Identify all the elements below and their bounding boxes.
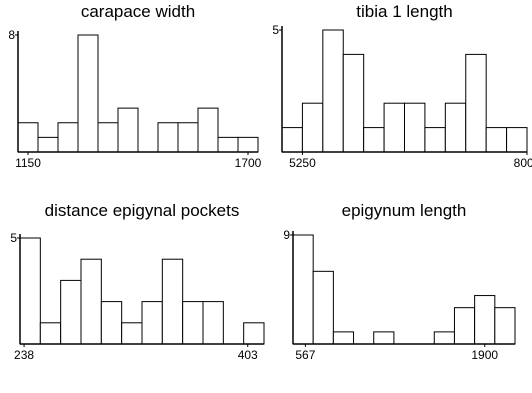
y-tick-label: 9 [283, 228, 290, 242]
bar [322, 29, 344, 153]
bar [141, 301, 163, 345]
bar [37, 136, 59, 153]
bar [332, 331, 355, 345]
bar [474, 295, 496, 345]
y-tick-label: 5 [10, 231, 17, 245]
bar [182, 301, 204, 345]
y-tick-label: 5 [272, 23, 279, 37]
bar [39, 322, 62, 345]
bar [100, 301, 123, 345]
bar [453, 307, 476, 345]
bar [161, 258, 184, 345]
bar [117, 107, 139, 153]
histogram-panel: distance epigynal pockets 5 238 403 [10, 201, 265, 362]
chart-title: epigynum length [342, 201, 467, 220]
bar [404, 102, 426, 153]
bar [494, 307, 516, 345]
x-tick-label: 238 [14, 348, 34, 362]
chart-title: tibia 1 length [356, 2, 452, 21]
bar [97, 122, 119, 153]
bar [383, 102, 406, 153]
bar [80, 258, 102, 345]
bar [237, 136, 259, 153]
bar [157, 122, 179, 153]
x-tick-label: 1150 [15, 156, 41, 170]
bar [17, 122, 39, 153]
bar [342, 53, 365, 153]
bar [281, 127, 303, 153]
histogram-panel: tibia 1 length 5 5250 8000 [272, 2, 532, 170]
bar [424, 127, 446, 153]
histogram-panel: epigynum length 9 567 1900 [283, 201, 516, 362]
x-tick-label: 567 [295, 348, 315, 362]
bar [60, 279, 82, 345]
bar [292, 234, 314, 345]
bar [217, 136, 239, 153]
x-tick-label: 5250 [289, 156, 316, 170]
bar [301, 102, 324, 153]
bar [506, 127, 528, 153]
chart-title: distance epigynal pockets [45, 201, 240, 220]
bar [433, 331, 455, 345]
x-tick-label: 1700 [235, 156, 262, 170]
bar [485, 127, 508, 153]
bar [465, 53, 487, 153]
bar [312, 270, 334, 345]
chart-title: carapace width [81, 2, 195, 21]
bar [202, 301, 224, 345]
bar [363, 127, 385, 153]
bar [373, 331, 395, 345]
bar [197, 107, 219, 153]
bar [57, 122, 79, 153]
bar [444, 102, 467, 153]
bar [177, 122, 199, 153]
x-tick-label: 1900 [471, 348, 498, 362]
x-tick-label: 403 [238, 348, 258, 362]
bar [121, 322, 143, 345]
bar [77, 34, 99, 153]
bar [19, 237, 41, 345]
x-tick-label: 8000 [514, 156, 532, 170]
y-tick-label: 8 [8, 28, 15, 42]
bar [243, 322, 265, 345]
histogram-panel: carapace width 8 1150 1700 [8, 2, 261, 170]
